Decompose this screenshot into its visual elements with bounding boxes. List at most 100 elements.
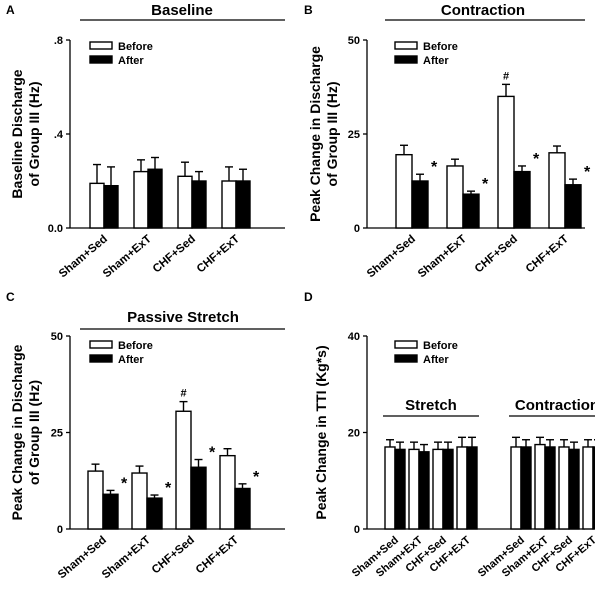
panel-title: Baseline — [151, 2, 213, 19]
bar-after — [147, 168, 163, 229]
legend-label-after: After — [423, 55, 449, 67]
panel-a: A Baseline 0.0 .4 .8 Baseline Discharge of Gro… — [6, 2, 285, 280]
legend-swatch-before — [89, 41, 113, 50]
bar-before — [131, 472, 148, 530]
bar-after — [146, 497, 163, 530]
legend-label-after: After — [423, 354, 449, 366]
y-tick-label: 50 — [51, 331, 63, 343]
legend-swatch-after — [394, 55, 418, 64]
panel-d: D 0 20 40 Peak Change in TTI (Kg*s) Before Aft… — [304, 290, 595, 580]
y-tick-label: 50 — [348, 35, 360, 47]
bar-before — [384, 446, 396, 530]
y-axis-label: Baseline Discharge of Group III (Hz) — [9, 69, 42, 198]
panel-b: B Contraction 0 25 50 Peak Change in Discharg… — [304, 2, 591, 280]
y-tick-label: 20 — [348, 428, 360, 440]
significance-mark: # — [180, 388, 186, 400]
panel-label: C — [6, 290, 15, 304]
bar-after — [513, 170, 531, 229]
legend-label-before: Before — [423, 41, 458, 53]
legend-swatch-after — [89, 55, 113, 64]
significance-mark: * — [533, 151, 540, 168]
bar-after — [394, 448, 406, 530]
bar-before — [175, 410, 192, 530]
x-tick-label: Sham+ExT — [100, 534, 153, 581]
bar-after — [411, 180, 429, 229]
panel-c: C Passive Stretch 0 25 50 Peak Change in Disc… — [6, 290, 285, 581]
bar-after — [234, 487, 251, 530]
legend-swatch-after — [394, 354, 418, 363]
bar-before — [558, 446, 570, 530]
y-axis-label-line: of Group III (Hz) — [324, 82, 340, 187]
x-tick-label: Sham+ExT — [101, 233, 154, 280]
y-tick-label: 25 — [348, 129, 360, 141]
legend-swatch-before — [89, 340, 113, 349]
bar-after — [442, 448, 454, 530]
panel-label: A — [6, 3, 15, 17]
bar-before — [133, 170, 149, 229]
y-tick-label: 0 — [354, 223, 360, 235]
panel-title: Passive Stretch — [127, 309, 239, 326]
y-axis-label: Peak Change in TTI (Kg*s) — [313, 345, 329, 519]
y-axis-label: Peak Change in Discharge of Group III (Hz… — [307, 46, 340, 222]
bar-after — [462, 193, 480, 229]
x-tick-label: Sham+ExT — [416, 233, 469, 280]
bar-before — [510, 446, 522, 530]
significance-mark: * — [253, 469, 260, 486]
legend-swatch-before — [394, 41, 418, 50]
bar-after — [103, 184, 119, 229]
significance-mark: * — [584, 164, 591, 181]
y-tick-label: 25 — [51, 428, 63, 440]
significance-mark: * — [482, 176, 489, 193]
y-axis-label-line: Baseline Discharge — [9, 69, 25, 198]
bar-before — [395, 153, 413, 229]
bar-after — [235, 180, 251, 229]
panel-title: Contraction — [441, 2, 525, 19]
panel-label: B — [304, 3, 313, 17]
y-axis-label: Peak Change in Discharge of Group III (Hz… — [9, 344, 42, 520]
x-tick-label: CHF+Sed — [150, 534, 197, 576]
legend-label-after: After — [118, 354, 144, 366]
bar-before — [219, 454, 236, 530]
x-tick-label: CHF+Sed — [473, 233, 520, 275]
bar-after — [190, 466, 207, 530]
bar-before — [221, 180, 237, 229]
panel-label: D — [304, 290, 313, 304]
significance-mark: * — [121, 475, 128, 492]
bar-after — [592, 446, 595, 530]
y-axis-label-line: of Group III (Hz) — [26, 82, 42, 187]
bar-after — [564, 184, 582, 229]
y-tick-label: .8 — [54, 35, 63, 47]
legend-label-after: After — [118, 55, 144, 67]
significance-mark: # — [503, 70, 509, 82]
legend-label-before: Before — [118, 340, 153, 352]
y-tick-label: .4 — [54, 129, 64, 141]
bar-before — [89, 182, 105, 229]
x-tick-label: CHF+ExT — [195, 233, 242, 275]
bar-after — [418, 451, 430, 530]
bar-after — [544, 446, 556, 530]
bar-before — [548, 152, 566, 229]
y-tick-label: 0 — [57, 524, 63, 536]
y-axis-label-line: Peak Change in Discharge — [307, 46, 323, 222]
legend-swatch-before — [394, 340, 418, 349]
bar-after — [520, 446, 532, 530]
legend-label-before: Before — [118, 41, 153, 53]
x-tick-label: CHF+Sed — [151, 233, 198, 275]
group-label-stretch: Stretch — [405, 397, 457, 414]
bar-before — [534, 443, 546, 530]
significance-mark: * — [165, 480, 172, 497]
significance-mark: * — [209, 445, 216, 462]
bar-before — [582, 446, 594, 530]
bar-before — [87, 470, 104, 530]
legend-label-before: Before — [423, 340, 458, 352]
legend-swatch-after — [89, 354, 113, 363]
bar-after — [102, 493, 119, 530]
y-tick-label: 0 — [354, 524, 360, 536]
y-tick-label: 0.0 — [48, 223, 63, 235]
x-tick-label: CHF+ExT — [524, 233, 571, 275]
bar-after — [466, 446, 478, 530]
bar-before — [432, 448, 444, 530]
bar-before — [456, 446, 468, 530]
y-axis-label-line: of Group III (Hz) — [26, 380, 42, 485]
